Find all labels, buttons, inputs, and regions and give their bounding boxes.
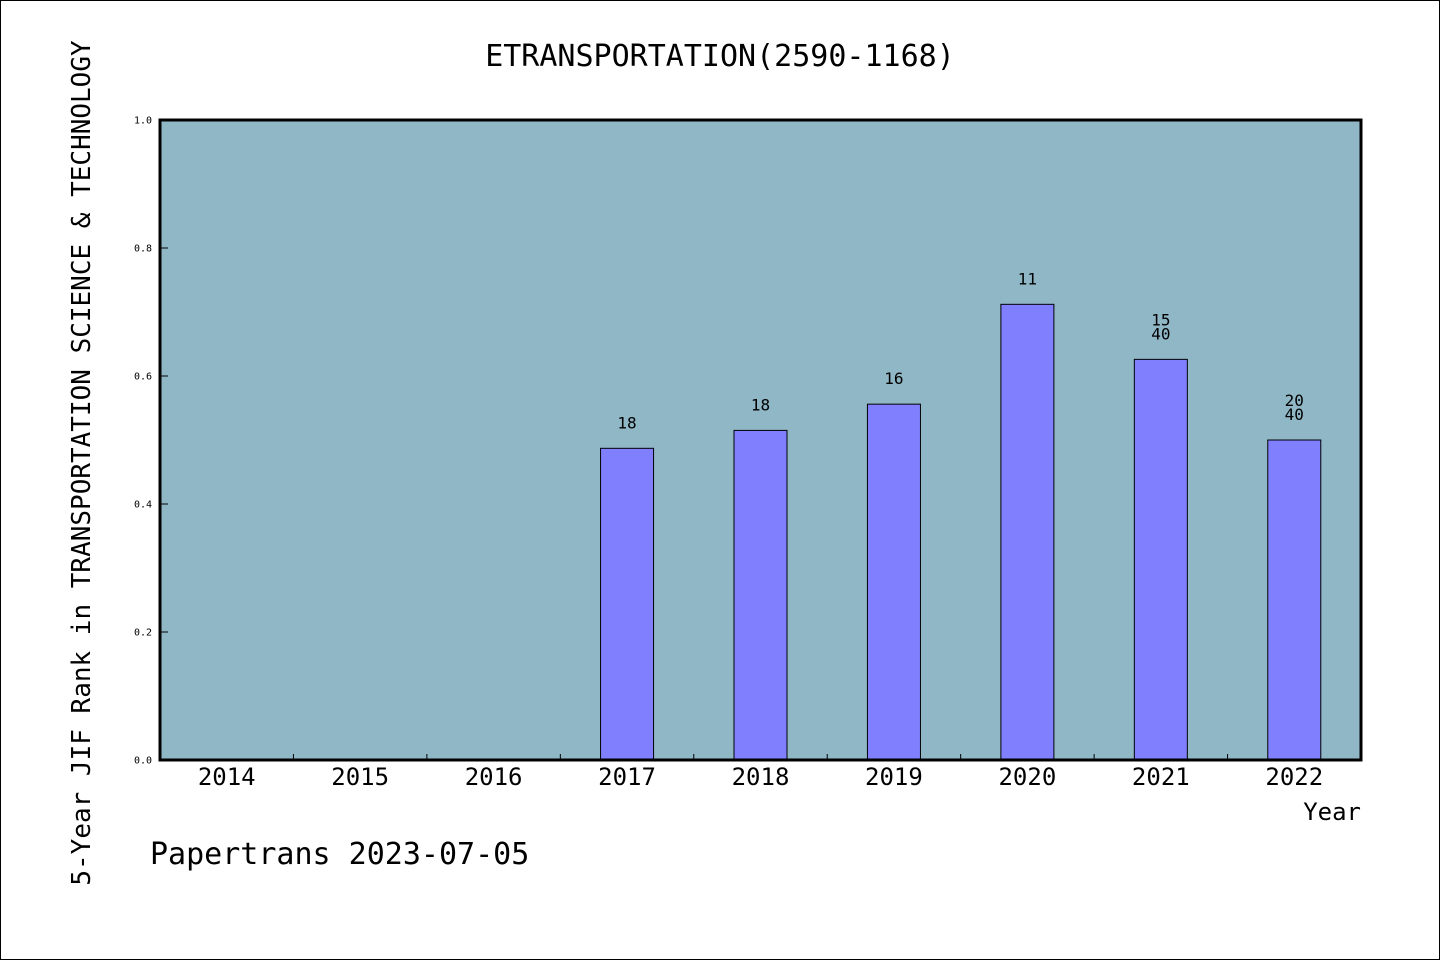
bar-2021 — [1133, 358, 1188, 761]
chart-title: ETRANSPORTATION(2590-1168) — [485, 39, 955, 74]
x-tick-label: 2022 — [1265, 763, 1323, 791]
footer-credit: Papertrans 2023-07-05 — [150, 837, 529, 872]
y-tick-label: 0.0 — [134, 756, 152, 767]
bar-value-label: 11 — [1018, 269, 1037, 288]
y-tick-label: 0.6 — [134, 372, 152, 383]
y-tick-label: 0.8 — [134, 244, 152, 255]
x-tick-label: 2016 — [465, 763, 523, 791]
bar-value-label: 18 — [617, 413, 636, 432]
y-axis-label: 5-Year JIF Rank in TRANSPORTATION SCIENC… — [67, 40, 97, 886]
bar-2018 — [733, 429, 788, 761]
x-axis-ticks: 2014 2015 2016 2017 2018 2019 2020 2021 2022 — [198, 754, 1323, 791]
x-tick-label: 2021 — [1132, 763, 1190, 791]
x-tick-label: 2014 — [198, 763, 256, 791]
bar-2022 — [1267, 439, 1322, 761]
y-axis-ticks: 0.0 0.2 0.4 0.6 0.8 1.0 — [134, 116, 168, 767]
bar-value-label: 16 — [884, 369, 903, 388]
bar-value-label: 20 — [1285, 391, 1304, 410]
y-tick-label: 0.2 — [134, 628, 152, 639]
bar-value-label: 18 — [751, 395, 770, 414]
x-tick-label: 2015 — [331, 763, 389, 791]
y-tick-label: 1.0 — [134, 116, 152, 127]
x-axis-label: Year — [1303, 798, 1361, 826]
bar-2019 — [866, 403, 921, 761]
bar-value-label: 40 — [1285, 405, 1304, 424]
bar-2017 — [600, 447, 655, 761]
x-tick-label: 2017 — [598, 763, 656, 791]
plot-border — [158, 118, 1363, 762]
bars-group — [600, 303, 1322, 761]
bar-value-label: 40 — [1151, 324, 1170, 343]
x-tick-label: 2018 — [732, 763, 790, 791]
bar-2020 — [1000, 303, 1055, 761]
bar-value-label: 15 — [1151, 310, 1170, 329]
x-tick-label: 2019 — [865, 763, 923, 791]
x-tick-label: 2020 — [998, 763, 1056, 791]
y-tick-label: 0.4 — [134, 500, 152, 511]
